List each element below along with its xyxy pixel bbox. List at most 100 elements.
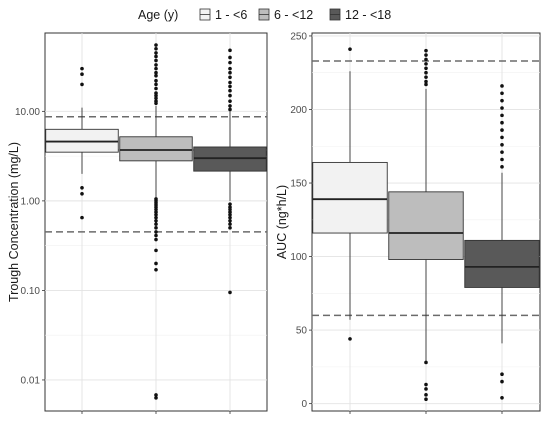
y-tick-label: 100 bbox=[290, 252, 307, 263]
outlier-point bbox=[228, 80, 232, 85]
outlier-point bbox=[500, 150, 504, 154]
legend-item-1: 1 - <6 bbox=[199, 8, 247, 22]
outlier-point bbox=[154, 66, 158, 71]
outlier-point bbox=[154, 93, 158, 98]
outlier-point bbox=[228, 202, 232, 206]
outlier-point bbox=[424, 79, 428, 84]
outlier-point bbox=[154, 46, 158, 51]
outlier-point bbox=[500, 91, 504, 96]
outlier-point bbox=[424, 393, 428, 397]
outlier-point bbox=[424, 53, 428, 57]
outlier-point bbox=[228, 75, 232, 80]
outlier-point bbox=[154, 226, 158, 230]
outlier-point bbox=[154, 261, 158, 266]
outlier-point bbox=[154, 91, 158, 95]
outlier-point bbox=[80, 72, 84, 76]
box-3 bbox=[464, 84, 540, 400]
y-tick-label: 200 bbox=[290, 105, 307, 116]
outlier-point bbox=[80, 66, 84, 71]
outlier-point bbox=[424, 82, 428, 87]
y-axis-title-left: Trough Concentration (mg/L) bbox=[7, 142, 21, 302]
outlier-point bbox=[500, 98, 504, 103]
outlier-point bbox=[424, 360, 428, 365]
outlier-point bbox=[154, 396, 158, 400]
outlier-point bbox=[500, 106, 504, 110]
outlier-point bbox=[154, 210, 158, 214]
outlier-point bbox=[500, 165, 504, 169]
outlier-point bbox=[154, 73, 158, 78]
outlier-point bbox=[424, 387, 428, 391]
outlier-point bbox=[500, 372, 504, 377]
y-tick-label: 0.10 bbox=[21, 286, 41, 297]
outlier-point bbox=[500, 84, 504, 88]
box-1 bbox=[312, 47, 388, 341]
outlier-point bbox=[228, 104, 232, 108]
box-iqr bbox=[312, 161, 388, 234]
outlier-point bbox=[154, 101, 158, 106]
legend: Age (y) 1 - <6 6 - <12 12 - <18 bbox=[138, 8, 391, 22]
outlier-point bbox=[228, 60, 232, 65]
box-1 bbox=[45, 66, 119, 220]
outlier-point bbox=[228, 212, 232, 217]
outlier-point bbox=[228, 66, 232, 71]
outlier-point bbox=[154, 222, 158, 226]
legend-label: 6 - <12 bbox=[274, 8, 313, 22]
outlier-point bbox=[154, 393, 158, 397]
legend-label: 1 - <6 bbox=[215, 8, 247, 22]
legend-label: 12 - <18 bbox=[345, 8, 391, 22]
outlier-point bbox=[424, 397, 428, 402]
outlier-point bbox=[424, 48, 428, 53]
y-tick-label: 150 bbox=[290, 179, 307, 190]
outlier-point bbox=[228, 222, 232, 226]
outlier-point bbox=[500, 395, 504, 400]
outlier-point bbox=[500, 135, 504, 140]
outlier-point bbox=[154, 86, 158, 91]
box-iqr bbox=[119, 136, 193, 162]
outlier-point bbox=[154, 78, 158, 83]
outlier-point bbox=[500, 142, 504, 147]
outlier-point bbox=[500, 379, 504, 384]
legend-title: Age (y) bbox=[138, 8, 178, 22]
outlier-point bbox=[424, 66, 428, 71]
outlier-point bbox=[154, 207, 158, 212]
outlier-point bbox=[80, 215, 84, 220]
outlier-point bbox=[228, 88, 232, 93]
outlier-point bbox=[228, 93, 232, 98]
outlier-point bbox=[154, 58, 158, 63]
trough-concentration-panel: 0.01 0.10 1.00 10.00 Trough Concentration (… bbox=[7, 32, 268, 414]
legend-item-3: 12 - <18 bbox=[329, 8, 391, 22]
box-2 bbox=[388, 48, 464, 402]
box-iqr bbox=[388, 191, 464, 260]
y-tick-label: 50 bbox=[296, 326, 308, 337]
y-tick-label: 0.01 bbox=[21, 375, 41, 386]
outlier-point bbox=[154, 267, 158, 272]
outlier-point bbox=[228, 99, 232, 103]
outlier-point bbox=[154, 233, 158, 238]
box-iqr bbox=[464, 239, 540, 288]
outlier-point bbox=[154, 43, 158, 47]
outlier-point bbox=[228, 48, 232, 53]
outlier-point bbox=[228, 218, 232, 223]
y-tick-label: 1.00 bbox=[21, 196, 41, 207]
outlier-point bbox=[154, 54, 158, 59]
outlier-point bbox=[228, 215, 232, 220]
outlier-point bbox=[228, 107, 232, 112]
outlier-point bbox=[348, 47, 352, 51]
y-axis-title-right: AUC (ng*h/L) bbox=[275, 185, 289, 259]
outlier-point bbox=[154, 70, 158, 75]
outlier-point bbox=[228, 84, 232, 89]
outlier-point bbox=[424, 75, 428, 79]
outlier-point bbox=[424, 382, 428, 387]
outlier-point bbox=[154, 96, 158, 101]
outlier-point bbox=[500, 113, 504, 118]
outlier-point bbox=[154, 63, 158, 67]
legend-item-2: 6 - <12 bbox=[258, 8, 313, 22]
outlier-point bbox=[228, 55, 232, 60]
box-3 bbox=[193, 48, 267, 295]
outlier-point bbox=[424, 62, 428, 66]
outlier-point bbox=[154, 212, 158, 217]
y-tick-label: 250 bbox=[290, 31, 307, 42]
outlier-point bbox=[228, 290, 232, 295]
outlier-point bbox=[500, 120, 504, 125]
